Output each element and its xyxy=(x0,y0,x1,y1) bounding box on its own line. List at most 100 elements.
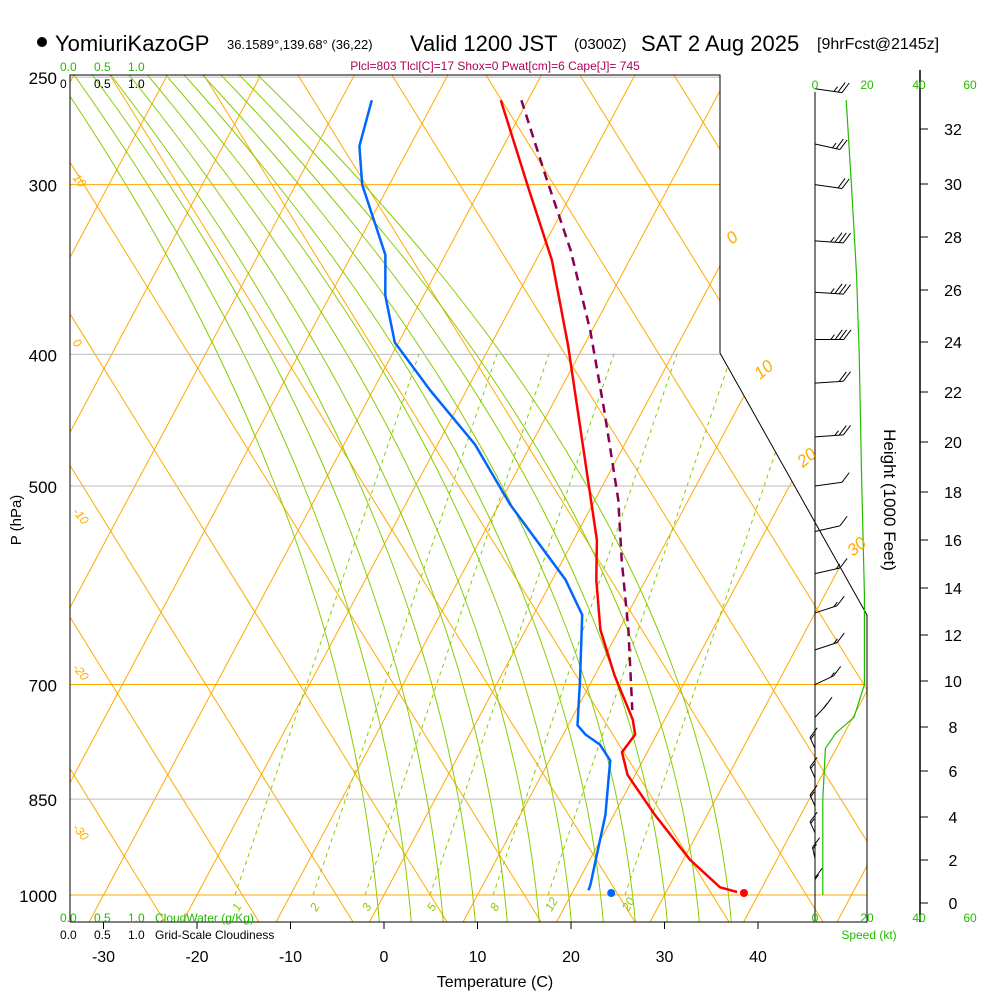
isotherm-line xyxy=(742,75,867,922)
wind-barb-icon xyxy=(814,232,851,244)
wind-barbs xyxy=(809,82,866,895)
wind-barb-feather xyxy=(833,601,838,608)
dry-adiabat-line xyxy=(288,75,829,922)
pressure-tick-label: 1000 xyxy=(19,887,57,906)
wind-barb-feather xyxy=(812,837,821,848)
stability-indices: Plcl=803 Tlcl[C]=17 Shox=0 Pwat[cm]=6 Ca… xyxy=(350,59,640,73)
mixing-ratio-label: 3 xyxy=(359,900,375,913)
x-tick-label: -10 xyxy=(279,949,302,966)
height-tick-label: 2 xyxy=(949,853,958,870)
mixing-ratio-line xyxy=(547,352,733,896)
pressure-tick-label: 250 xyxy=(29,69,57,88)
wind-barb-icon xyxy=(809,785,818,807)
forecast-info: [9hrFcst@2145z] xyxy=(817,36,939,53)
wind-barb-feather xyxy=(842,284,851,295)
wind-barb-staff xyxy=(814,567,841,575)
wind-barb-feather xyxy=(839,558,848,569)
isotherm-label: 0 xyxy=(722,227,742,248)
wind-barb-feather xyxy=(841,178,850,189)
moist-adiabat-line xyxy=(142,75,541,922)
height-tick-label: 24 xyxy=(944,335,962,352)
wind-barb-feather xyxy=(809,756,818,768)
series-temperature-line xyxy=(499,99,738,894)
cloud-black-tick: 0 xyxy=(60,77,67,91)
speed-axis-top: 0 20 40 60 xyxy=(812,78,977,92)
wind-barb-feather xyxy=(834,430,839,436)
wind-barb-icon xyxy=(814,632,845,651)
wind-barb-icon xyxy=(814,696,833,718)
wind-barb-staff xyxy=(812,847,816,859)
height-tick-label: 18 xyxy=(944,485,962,502)
background-lines: 1 2 3 5 8 12 20 xyxy=(70,75,867,922)
wind-barb-feather xyxy=(838,283,847,295)
cloudwater-label: CloudWater (g/Kg) xyxy=(155,911,254,925)
x-tick-label: 0 xyxy=(380,949,389,966)
dry-adiabat-line xyxy=(852,75,867,922)
wind-barb-staff xyxy=(809,737,816,749)
wind-barb-feather xyxy=(810,791,815,797)
moist-adiabat-line xyxy=(252,75,733,922)
moist-adiabat-line xyxy=(70,75,413,922)
wind-barb-feather xyxy=(812,843,817,850)
wind-barb-feather xyxy=(835,563,841,570)
wind-barb-icon xyxy=(814,558,848,575)
pressure-tick-label: 850 xyxy=(29,791,57,810)
isotherm-line xyxy=(555,75,867,922)
isotherm-line xyxy=(835,75,867,922)
wind-barb-staff xyxy=(814,184,843,189)
wind-barb-feather xyxy=(809,727,818,738)
isotherm-label: 20 xyxy=(793,444,821,472)
wind-barb-feather xyxy=(810,733,815,740)
series-dewpoint-line xyxy=(358,99,612,891)
moist-adiabat-line xyxy=(161,75,573,922)
wind-barb-feather xyxy=(822,703,828,709)
height-tick-label: 26 xyxy=(944,283,962,300)
y-axis-title: P (hPa) xyxy=(8,495,25,546)
moist-adiabat-line xyxy=(124,75,509,922)
surface-temperature-point xyxy=(739,889,748,897)
wind-barb-icon xyxy=(814,82,850,94)
wind-barb-staff xyxy=(814,642,838,651)
dry-adiabat-line xyxy=(476,75,867,922)
wind-barb-staff xyxy=(814,88,843,94)
series-layer xyxy=(358,99,748,897)
wind-barb-staff xyxy=(814,525,841,532)
speed-tick: 60 xyxy=(963,911,977,925)
wind-barb-feather xyxy=(842,371,851,382)
wind-barb-staff xyxy=(814,481,843,487)
speed-tick: 40 xyxy=(912,78,926,92)
axis-ticks: 25030040050070085010000102030100-10-20-3… xyxy=(19,69,962,966)
wind-barb-staff xyxy=(814,434,844,438)
pressure-tick-label: 400 xyxy=(29,346,57,365)
moist-adiabat-line xyxy=(215,75,669,922)
wind-barb-feather xyxy=(834,232,843,243)
wind-barb-feather xyxy=(835,138,844,150)
adiabat-label: -30 xyxy=(70,821,92,844)
cloud-black-tick: 0.0 xyxy=(60,928,77,942)
isotherm-label: 10 xyxy=(750,356,777,383)
isotherm-line xyxy=(70,75,274,922)
wind-barb-feather xyxy=(842,232,851,244)
height-tick-label: 30 xyxy=(944,177,962,194)
valid-time: Valid 1200 JST xyxy=(410,31,558,56)
pressure-tick-label: 300 xyxy=(29,177,57,196)
wind-barb-feather xyxy=(809,811,818,823)
moist-adiabat-line xyxy=(233,75,701,922)
wind-barb-feather xyxy=(830,236,835,243)
wind-barb-feather xyxy=(814,867,823,879)
height-tick-label: 12 xyxy=(944,628,962,645)
height-tick-label: 14 xyxy=(944,581,962,598)
wind-barb-feather xyxy=(841,472,850,483)
wind-barb-staff xyxy=(809,821,816,834)
adiabat-label: -20 xyxy=(70,661,92,684)
wind-barb-feather xyxy=(837,178,846,189)
isotherm-line xyxy=(70,75,461,922)
cloud-green-tick: 1.0 xyxy=(128,911,145,925)
adiabat-label: -10 xyxy=(70,505,92,528)
wind-barb-feather xyxy=(842,425,851,436)
speed-axis-label: Speed (kt) xyxy=(841,928,896,942)
wind-barb-icon xyxy=(814,472,850,487)
dry-adiabat-line xyxy=(70,75,359,922)
moist-adiabat-line xyxy=(106,75,477,922)
